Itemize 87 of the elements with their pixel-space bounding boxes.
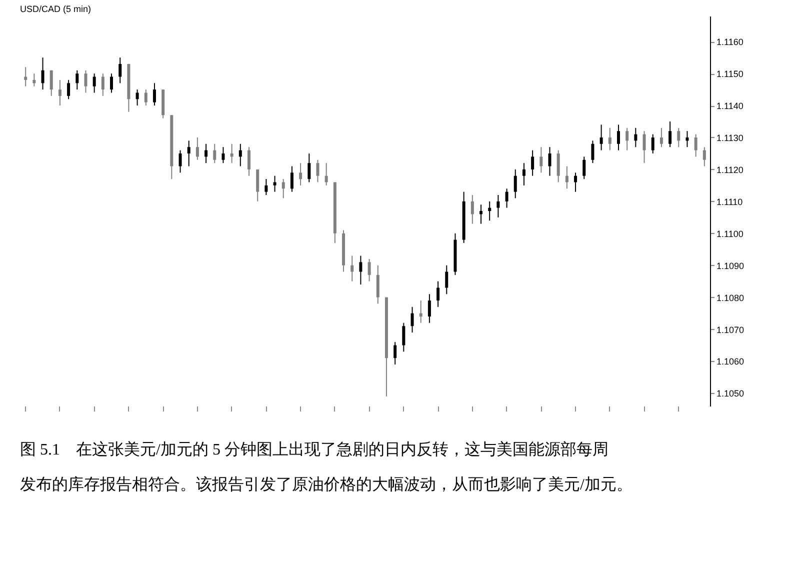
candlestick (505, 188, 508, 208)
candlestick (445, 264, 448, 295)
candlestick (556, 150, 560, 183)
y-tick-label: 1.1110 (716, 196, 743, 207)
candlestick (574, 172, 578, 192)
text: 发布的库存报告相符合。该报告引发了原油价格的大幅波动，从而也影响了美元/加元。 (20, 476, 632, 494)
candlestick (144, 89, 148, 106)
candlestick (626, 127, 629, 151)
candlestick (531, 150, 534, 176)
candlestick (436, 280, 440, 308)
candlestick (41, 57, 44, 90)
candlestick (118, 57, 122, 84)
candlestick (196, 136, 199, 160)
y-tick-label: 1.1120 (716, 164, 744, 175)
candlestick (402, 322, 406, 352)
candlestick (67, 79, 70, 100)
y-tick-label: 1.1150 (716, 69, 744, 80)
candlestick (376, 264, 380, 304)
candlestick (152, 82, 156, 106)
candlestick (24, 66, 28, 87)
candlestick (514, 168, 517, 199)
candlestick (359, 255, 362, 286)
candlestick (608, 127, 612, 151)
candlestick (480, 204, 482, 224)
candlestick (668, 120, 672, 148)
candlestick (238, 143, 242, 167)
y-tick-label: 1.1060 (716, 356, 744, 367)
candlestick (178, 150, 182, 174)
candlestick (394, 342, 397, 365)
candlestick (290, 166, 294, 192)
candlestick (410, 306, 414, 333)
candlestick (419, 300, 422, 324)
candlestick (642, 130, 646, 164)
candlestick (702, 146, 706, 167)
candlestick (368, 258, 371, 282)
candlestick (540, 146, 543, 174)
y-tick-label: 1.1100 (716, 228, 744, 239)
y-tick-label: 1.1160 (716, 37, 744, 48)
candlestick (548, 146, 552, 176)
candlestick (694, 134, 698, 158)
y-tick-label: 1.1080 (716, 292, 744, 303)
candlestick (256, 168, 260, 202)
candlestick (264, 178, 268, 196)
candlestick (213, 143, 216, 164)
candlestick (616, 124, 620, 151)
candlestick (428, 294, 431, 324)
candlestick (110, 73, 114, 94)
candlestick (496, 194, 500, 218)
candlestick (32, 73, 36, 87)
y-tick-label: 1.1140 (716, 101, 744, 112)
candlestick (350, 255, 354, 282)
candlestick (324, 162, 328, 186)
candlestick (677, 127, 680, 148)
candlestick (187, 140, 190, 167)
candlestick (600, 124, 603, 151)
candlestick (282, 178, 285, 199)
candlestick (470, 194, 474, 224)
candlestick (686, 130, 689, 148)
candlestick (634, 127, 638, 148)
candlestick (299, 162, 302, 186)
caption: 图 5.1 在这张美元/加元的 5 分钟图上出现了急剧的日内反转，这与美国能源部每周 (20, 440, 608, 458)
chart-title: USD/CAD (5 min) (20, 4, 92, 14)
y-tick-label: 1.1050 (716, 388, 744, 399)
candlestick (565, 166, 568, 190)
y-tick-label: 1.1090 (716, 260, 744, 271)
candlestick (316, 159, 320, 183)
candlestick (273, 175, 276, 192)
candlestick (84, 70, 88, 94)
y-tick-label: 1.1130 (716, 132, 744, 143)
candlestick (230, 143, 234, 164)
candlestick (248, 146, 250, 176)
candlestick (101, 73, 104, 96)
y-tick-label: 1.1070 (716, 324, 744, 335)
candlestick (591, 140, 594, 164)
candlestick (136, 89, 139, 106)
candlestick (308, 152, 311, 183)
candlestick (50, 70, 53, 96)
candlestick (222, 146, 225, 164)
candlestick (76, 70, 79, 90)
candlestick (58, 79, 62, 106)
candlestick (522, 162, 526, 186)
candlestick (660, 127, 663, 148)
candlestick (92, 73, 96, 94)
candlestick (488, 200, 492, 222)
candlestick (204, 143, 208, 164)
candlestick (582, 156, 586, 180)
candlestick (651, 134, 654, 154)
